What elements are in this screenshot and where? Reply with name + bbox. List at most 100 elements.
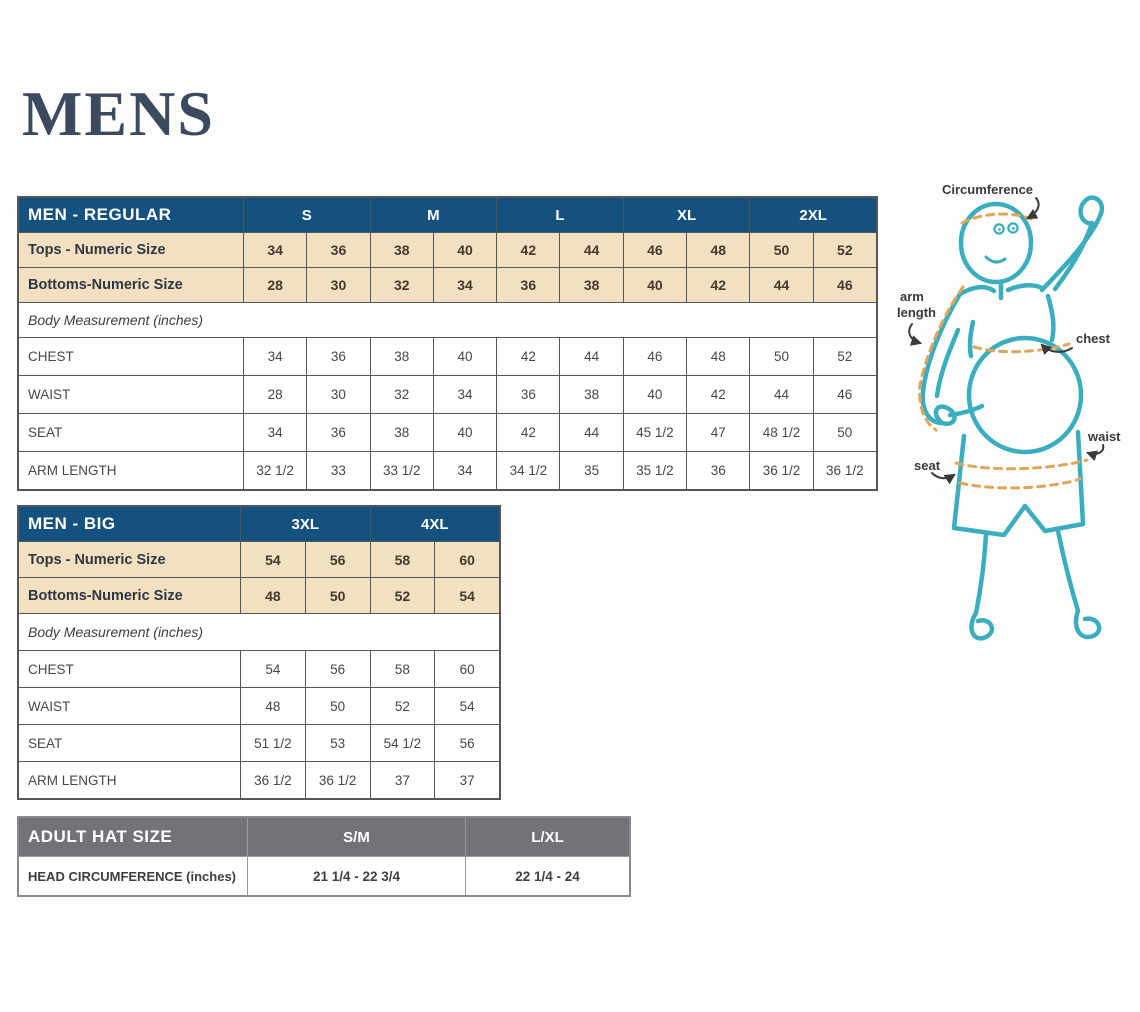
measurement-value: 40 [622,376,686,413]
figure-left-eye [993,223,1005,235]
measurement-value: 50 [749,338,812,375]
waist-arrow [1085,444,1105,461]
measurement-value: 48 1/2 [749,414,812,451]
table-title: MEN - BIG [28,514,116,533]
measurement-row: CHEST 54 56 58 60 [19,650,499,687]
figure-left-foot [969,610,995,641]
measurement-value: 36 1/2 [812,452,876,489]
measurement-row: WAIST 48 50 52 54 [19,687,499,724]
hat-value: 22 1/4 - 24 [465,857,629,895]
measurement-value: 46 [812,376,876,413]
size-value: 38 [369,233,433,267]
measurement-value: 56 [304,651,370,687]
figure-right-leg [1055,528,1081,614]
hat-value: 21 1/4 - 22 3/4 [247,857,465,895]
figure-right-pupil [1012,227,1015,230]
circumference-arrow [1026,197,1040,220]
size-value: 34 [243,233,306,267]
measurement-value: 50 [304,688,370,724]
arm-length-dashed-line [918,285,965,432]
chest-arrow [1040,343,1073,356]
size-value: 40 [622,268,686,302]
size-value: 42 [496,233,559,267]
measurement-value: 42 [686,376,749,413]
measurement-value: 42 [496,338,559,375]
hat-table-header-row: ADULT HAT SIZE S/M L/XL [19,818,629,856]
measurement-value: 34 [432,452,496,489]
numeric-size-row: Bottoms-Numeric Size 28 30 32 34 36 38 40 42 44 46 [19,267,876,302]
size-value: 40 [432,233,496,267]
figure-belly [966,335,1084,455]
measurement-value: 33 [306,452,369,489]
size-value: 50 [749,233,812,267]
size-value: 52 [369,578,435,613]
figure-flexed-arm [1039,195,1104,293]
measurement-value: 36 1/2 [304,762,370,798]
section-label: Body Measurement (inches) [28,624,204,640]
measurement-value: 51 1/2 [240,725,305,761]
arm-length-label-line2: length [897,305,936,320]
measurement-row: CHEST 34 36 38 40 42 44 46 48 50 52 [19,337,876,375]
size-value: 38 [559,268,622,302]
label-arrows [908,197,1105,485]
measurement-value: 34 1/2 [496,452,559,489]
waist-dashed-line [954,458,1089,471]
row-label: HEAD CIRCUMFERENCE (inches) [28,868,237,884]
measurement-row: ARM LENGTH 32 1/2 33 33 1/2 34 34 1/2 35 35 1/2… [19,451,876,489]
figure-torso-left [967,319,976,359]
measurement-value: 38 [369,338,433,375]
measurement-value: 52 [369,688,435,724]
measurement-value: 32 1/2 [243,452,306,489]
page-title: MENS [22,78,215,149]
measurement-value: 34 [432,376,496,413]
figure-shorts [951,429,1086,538]
size-value: 32 [369,268,433,302]
size-value: 44 [559,233,622,267]
adult-hat-size-table: ADULT HAT SIZE S/M L/XL HEAD CIRCUMFERENCE … [17,816,631,897]
size-value: 48 [240,578,305,613]
measurement-value: 52 [812,338,876,375]
measurement-value: 34 [243,414,306,451]
size-value: 54 [434,578,499,613]
figure-akimbo-arm-outer [920,291,963,426]
size-value: 58 [369,542,435,577]
figure-left-shoulder [957,284,997,297]
size-group-header: L [496,198,623,232]
row-label: WAIST [28,387,71,402]
measurement-value: 42 [496,414,559,451]
size-group-header: 4XL [369,507,500,541]
measurement-value: 40 [432,338,496,375]
figure-body-lines [920,195,1104,641]
size-group-header: 2XL [749,198,876,232]
figure-left-pupil [998,228,1001,231]
measurement-value: 37 [434,762,499,798]
figure-smile [984,255,1007,264]
row-label: CHEST [28,661,74,677]
size-value: 52 [812,233,876,267]
measurement-value: 48 [686,338,749,375]
measurement-row: SEAT 34 36 38 40 42 44 45 1/2 47 48 1/2 50 [19,413,876,451]
arm-length-label-line1: arm [900,289,924,304]
row-label: ARM LENGTH [28,463,117,478]
measurement-value: 32 [369,376,433,413]
hat-column-header: L/XL [465,818,629,856]
measurement-value: 40 [432,414,496,451]
size-value: 30 [306,268,369,302]
measurement-value: 45 1/2 [622,414,686,451]
measurement-value: 36 [496,376,559,413]
size-value: 36 [306,233,369,267]
measurement-value: 36 [686,452,749,489]
measurement-value: 56 [434,725,499,761]
head-circumference-dashed-line [960,212,1033,225]
row-label: Tops - Numeric Size [28,242,166,258]
size-value: 42 [686,268,749,302]
body-measurement-figure: Circumference arm length chest waist sea… [890,172,1140,782]
measurement-dashed-lines [918,212,1089,490]
figure-right-shoulder [1005,283,1045,293]
measurement-value: 37 [369,762,435,798]
row-label: SEAT [28,735,63,751]
seat-label: seat [914,458,941,473]
measurement-value: 36 1/2 [240,762,305,798]
table-header-row: MEN - BIG 3XL 4XL [19,507,499,541]
